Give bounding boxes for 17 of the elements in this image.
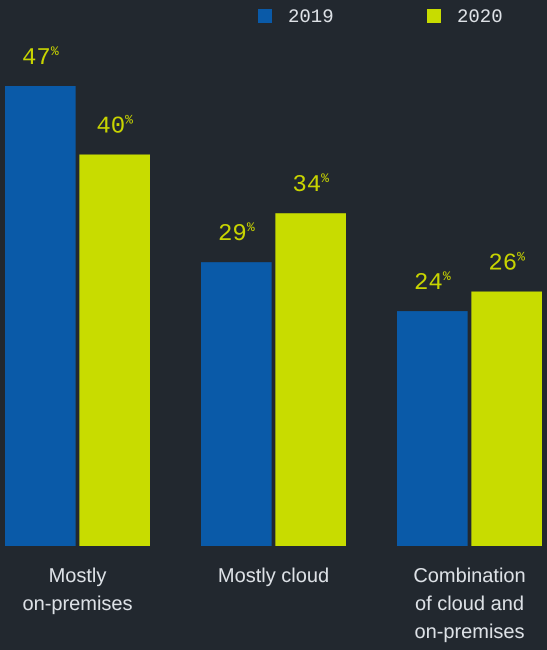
x-tick-label: Combination of cloud and on-premises <box>413 565 526 643</box>
legend-label: 2019 <box>288 6 334 28</box>
x-tick-label: Mostly cloud <box>218 565 330 587</box>
data-label: 29$^{%}$ <box>218 220 255 248</box>
data-label: 47$^{%}$ <box>22 44 59 72</box>
x-tick-label: Mostly on-premises <box>22 565 133 615</box>
data-label: 40$^{%}$ <box>96 112 134 141</box>
bar <box>471 292 542 546</box>
data-label: 34$^{%}$ <box>292 171 330 200</box>
bar <box>79 154 150 546</box>
bar <box>201 262 272 546</box>
bar <box>275 213 346 546</box>
bar <box>397 311 468 546</box>
legend-label: 2020 <box>457 6 503 28</box>
bar <box>5 86 76 546</box>
data-label: 26$^{%}$ <box>488 249 526 278</box>
data-label: 24$^{%}$ <box>414 269 451 298</box>
